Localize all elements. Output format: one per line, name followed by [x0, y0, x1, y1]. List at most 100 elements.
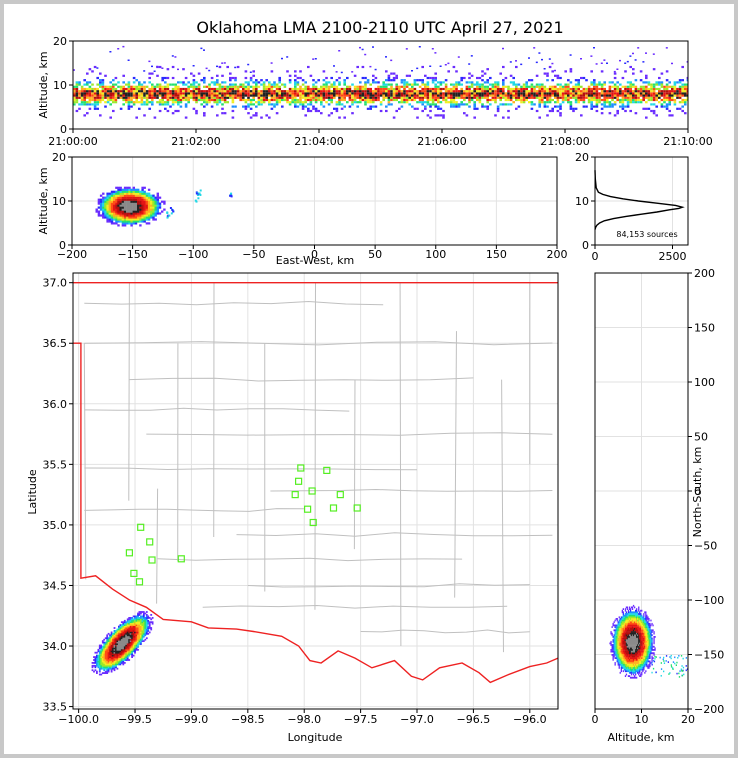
heat-cell [424, 96, 427, 99]
heat-cell [123, 192, 127, 195]
heat-cell [434, 52, 437, 54]
heat-cell [317, 96, 320, 99]
heat-cell [113, 190, 116, 193]
heat-cell [127, 98, 131, 102]
heat-cell [119, 628, 122, 631]
heat-cell [634, 662, 636, 664]
heat-cell [129, 630, 132, 632]
heat-cell [145, 615, 148, 618]
heat-cell [567, 90, 570, 93]
heat-cell [556, 92, 560, 95]
heat-cell [624, 616, 627, 619]
heat-cell [643, 619, 645, 622]
heat-cell [608, 94, 612, 97]
heat-cell [242, 105, 245, 108]
heat-cell [635, 637, 637, 640]
heat-cell [139, 210, 142, 213]
heat-cell [642, 626, 644, 628]
heat-cell [121, 208, 125, 211]
heat-cell [127, 96, 131, 99]
heat-cell [623, 632, 625, 635]
heat-cell [96, 660, 98, 663]
heat-cell [668, 96, 671, 99]
heat-cell [611, 81, 614, 84]
heat-cell [301, 90, 305, 93]
heat-cell [613, 639, 615, 641]
heat-cell [199, 194, 202, 196]
heat-cell [522, 83, 526, 86]
heat-cell [390, 72, 393, 75]
heat-cell [681, 79, 684, 82]
heat-cell [502, 85, 505, 88]
heat-cell [628, 647, 631, 650]
heat-cell [640, 657, 642, 659]
heat-cell [626, 631, 629, 633]
heat-cell [634, 647, 636, 650]
heat-cell [626, 613, 629, 615]
heat-cell [610, 631, 612, 633]
heat-cell [330, 83, 333, 86]
heat-cell [639, 667, 641, 669]
heat-cell [473, 107, 476, 110]
heat-cell [623, 640, 625, 643]
heat-cell [515, 96, 518, 99]
heat-cell [218, 92, 222, 95]
heat-cell [644, 642, 646, 645]
heat-cell [122, 98, 125, 102]
heat-cell [629, 609, 632, 612]
heat-cell [132, 204, 135, 207]
heat-cell [132, 87, 136, 91]
heat-cell [630, 614, 633, 617]
heat-cell [86, 112, 89, 115]
heat-cell [141, 188, 144, 191]
heat-cell [177, 101, 180, 104]
heat-cell [234, 66, 237, 69]
heat-cell [645, 116, 648, 119]
heat-cell [73, 103, 76, 106]
heat-cell [593, 79, 596, 82]
heat-cell [638, 616, 640, 619]
heat-cell [97, 206, 101, 209]
heat-cell [255, 90, 258, 93]
heat-cell [628, 632, 631, 635]
heat-cell [431, 79, 435, 82]
heat-cell [125, 638, 128, 641]
heat-cell [559, 107, 562, 110]
heat-cell [639, 634, 641, 637]
heat-cell [642, 94, 645, 97]
heat-cell [504, 98, 508, 102]
heat-cell [169, 207, 172, 209]
heat-cell [424, 105, 427, 108]
heat-cell [658, 96, 661, 99]
heat-cell [265, 79, 268, 82]
heat-cell [195, 87, 198, 91]
heat-cell [104, 216, 107, 219]
heat-cell [632, 611, 635, 614]
heat-cell [190, 72, 193, 75]
heat-cell [145, 625, 148, 628]
heat-cell [121, 194, 125, 197]
heat-cell [639, 613, 641, 615]
heat-cell [559, 105, 562, 108]
heat-cell [637, 621, 639, 624]
heat-cell [114, 96, 118, 99]
heat-cell [161, 79, 164, 82]
heat-cell [327, 87, 331, 91]
heat-cell [141, 627, 144, 629]
heat-cell [626, 655, 629, 658]
heat-cell [129, 624, 132, 626]
heat-cell [621, 107, 625, 110]
heat-cell [478, 83, 482, 86]
heat-cell [611, 649, 613, 651]
heat-cell [131, 647, 133, 650]
station-marker [309, 518, 317, 527]
heat-cell [156, 83, 159, 86]
heat-cell [147, 196, 151, 199]
heat-cell [113, 650, 116, 653]
heat-cell [639, 614, 641, 617]
heat-cell [120, 621, 123, 624]
heat-cell [617, 637, 619, 640]
heat-cell [134, 206, 138, 209]
heat-cell [102, 200, 105, 203]
heat-cell [447, 90, 450, 93]
